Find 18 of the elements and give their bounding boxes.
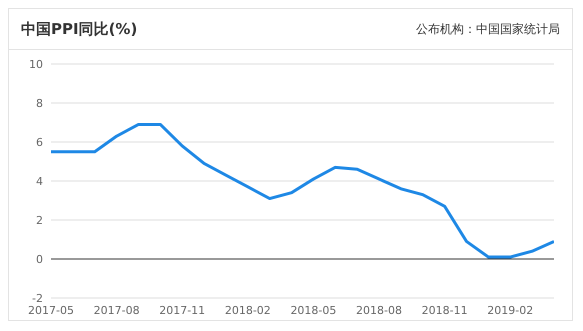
y-tick-label: 6 [36, 136, 43, 149]
x-tick-label: 2017-05 [28, 304, 74, 317]
x-tick-label: 2018-08 [356, 304, 402, 317]
x-tick-label: 2018-02 [224, 304, 271, 317]
line-series [51, 122, 554, 259]
y-tick-label: 4 [36, 174, 43, 188]
chart-title: 中国PPI同比(%) [21, 20, 138, 38]
y-tick-label: -2 [32, 292, 43, 305]
text: 公布机构：中国国家统计局 [416, 20, 560, 38]
y-tick-label: 8 [36, 96, 43, 110]
y-tick-label: 10 [29, 58, 43, 71]
x-tick-label: 2017-08 [94, 304, 140, 317]
x-tick-label: 2018-05 [290, 304, 336, 317]
x-tick-label: 2019-02 [487, 304, 534, 317]
x-tick-label: 2017-11 [159, 304, 206, 317]
x-tick-label: 2018-11 [422, 304, 468, 317]
y-tick-label: 2 [36, 214, 43, 227]
y-tick-label: 0 [36, 252, 43, 266]
